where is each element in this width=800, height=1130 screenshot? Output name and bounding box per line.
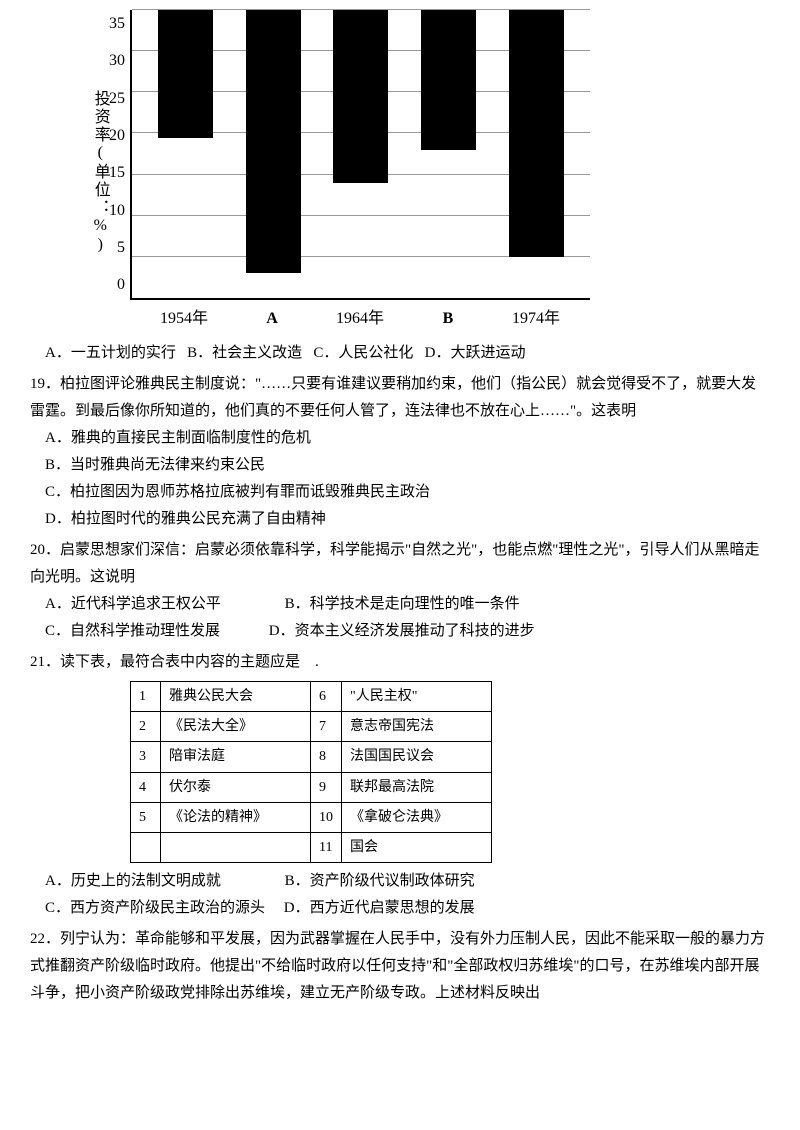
x-label: 1954年 <box>140 300 228 330</box>
cell: 4 <box>131 772 161 802</box>
option-d: D．大跃进运动 <box>425 345 526 361</box>
cell: 11 <box>311 832 342 862</box>
option-a: A．一五计划的实行 <box>45 345 176 361</box>
option-d: D．资本主义经济发展推动了科技的进步 <box>269 623 535 639</box>
q20-row1: A．近代科学追求王权公平 B．科学技术是走向理性的唯一条件 <box>45 591 770 618</box>
cell: 8 <box>311 742 342 772</box>
cell: "人民主权" <box>342 682 492 712</box>
x-axis: 1954年 A 1964年 B 1974年 <box>130 300 590 330</box>
plot-area <box>130 10 590 300</box>
cell: 10 <box>311 802 342 832</box>
x-label: B <box>404 300 492 330</box>
bar <box>333 10 388 183</box>
cell: 《民法大全》 <box>161 712 311 742</box>
q20-stem: 20．启蒙思想家们深信：启蒙必须依靠科学，科学能揭示"自然之光"，也能点燃"理性… <box>30 537 770 591</box>
cell <box>161 832 311 862</box>
cell: 陪审法庭 <box>161 742 311 772</box>
x-label: 1964年 <box>316 300 404 330</box>
q20-row2: C．自然科学推动理性发展 D．资本主义经济发展推动了科技的进步 <box>45 618 770 645</box>
q21: 21．读下表，最符合表中内容的主题应是 . 1 雅典公民大会 6 "人民主权" … <box>30 649 770 922</box>
bar-group <box>405 10 493 298</box>
q19: 19．柏拉图评论雅典民主制度说："……只要有谁建议要稍加约束，他们（指公民）就会… <box>30 371 770 533</box>
q20: 20．启蒙思想家们深信：启蒙必须依靠科学，科学能揭示"自然之光"，也能点燃"理性… <box>30 537 770 645</box>
option-a: A．近代科学追求王权公平 <box>45 596 221 612</box>
option-c: C．自然科学推动理性发展 <box>45 623 220 639</box>
cell: 5 <box>131 802 161 832</box>
cell: 法国国民议会 <box>342 742 492 772</box>
x-label: A <box>228 300 316 330</box>
option-d: D．西方近代启蒙思想的发展 <box>284 900 475 916</box>
investment-chart: 投资率(单位：%) 35 30 25 20 15 10 5 0 1954年 A … <box>90 10 590 330</box>
table-row: 5 《论法的精神》 10 《拿破仑法典》 <box>131 802 492 832</box>
cell: 1 <box>131 682 161 712</box>
cell: 《论法的精神》 <box>161 802 311 832</box>
y-axis-label: 投资率(单位：%) <box>85 90 114 255</box>
q21-table: 1 雅典公民大会 6 "人民主权" 2 《民法大全》 7 意志帝国宪法 3 陪审… <box>130 681 492 863</box>
bar-group <box>230 10 318 298</box>
q21-row1: A．历史上的法制文明成就 B．资产阶级代议制政体研究 <box>45 868 770 895</box>
option-a: A．雅典的直接民主制面临制度性的危机 <box>45 425 770 452</box>
option-d: D．柏拉图时代的雅典公民充满了自由精神 <box>45 506 770 533</box>
ytick: 30 <box>109 47 125 76</box>
x-label: 1974年 <box>492 300 580 330</box>
cell: 联邦最高法院 <box>342 772 492 802</box>
cell: 意志帝国宪法 <box>342 712 492 742</box>
cell: 9 <box>311 772 342 802</box>
ytick: 0 <box>117 271 125 300</box>
option-b: B．科学技术是走向理性的唯一条件 <box>285 596 520 612</box>
option-b: B．当时雅典尚无法律来约束公民 <box>45 452 770 479</box>
option-c: C．西方资产阶级民主政治的源头 <box>45 900 265 916</box>
q22-stem: 22．列宁认为：革命能够和平发展，因为武器掌握在人民手中，没有外力压制人民，因此… <box>30 926 770 1007</box>
q21-stem: 21．读下表，最符合表中内容的主题应是 . <box>30 649 770 676</box>
bar <box>246 10 301 273</box>
ytick: 35 <box>109 10 125 39</box>
bar <box>158 10 213 138</box>
option-c: C．柏拉图因为恩师苏格拉底被判有罪而诋毁雅典民主政治 <box>45 479 770 506</box>
table-row: 11 国会 <box>131 832 492 862</box>
table-row: 2 《民法大全》 7 意志帝国宪法 <box>131 712 492 742</box>
bar <box>509 10 564 257</box>
cell: 伏尔泰 <box>161 772 311 802</box>
q22: 22．列宁认为：革命能够和平发展，因为武器掌握在人民手中，没有外力压制人民，因此… <box>30 926 770 1007</box>
option-b: B．资产阶级代议制政体研究 <box>285 873 475 889</box>
option-a: A．历史上的法制文明成就 <box>45 873 221 889</box>
bar <box>421 10 476 150</box>
q19-stem: 19．柏拉图评论雅典民主制度说："……只要有谁建议要稍加约束，他们（指公民）就会… <box>30 371 770 425</box>
bar-group <box>492 10 580 298</box>
table-row: 3 陪审法庭 8 法国国民议会 <box>131 742 492 772</box>
table-row: 4 伏尔泰 9 联邦最高法院 <box>131 772 492 802</box>
cell: 《拿破仑法典》 <box>342 802 492 832</box>
bar-group <box>317 10 405 298</box>
option-c: C．人民公社化 <box>313 345 413 361</box>
cell: 6 <box>311 682 342 712</box>
cell: 7 <box>311 712 342 742</box>
cell <box>131 832 161 862</box>
option-b: B．社会主义改造 <box>187 345 302 361</box>
bar-group <box>142 10 230 298</box>
ytick: 5 <box>117 234 125 263</box>
q21-row2: C．西方资产阶级民主政治的源头 D．西方近代启蒙思想的发展 <box>45 895 770 922</box>
cell: 2 <box>131 712 161 742</box>
cell: 3 <box>131 742 161 772</box>
table-row: 1 雅典公民大会 6 "人民主权" <box>131 682 492 712</box>
q18-options: A．一五计划的实行 B．社会主义改造 C．人民公社化 D．大跃进运动 <box>45 340 770 367</box>
cell: 雅典公民大会 <box>161 682 311 712</box>
cell: 国会 <box>342 832 492 862</box>
